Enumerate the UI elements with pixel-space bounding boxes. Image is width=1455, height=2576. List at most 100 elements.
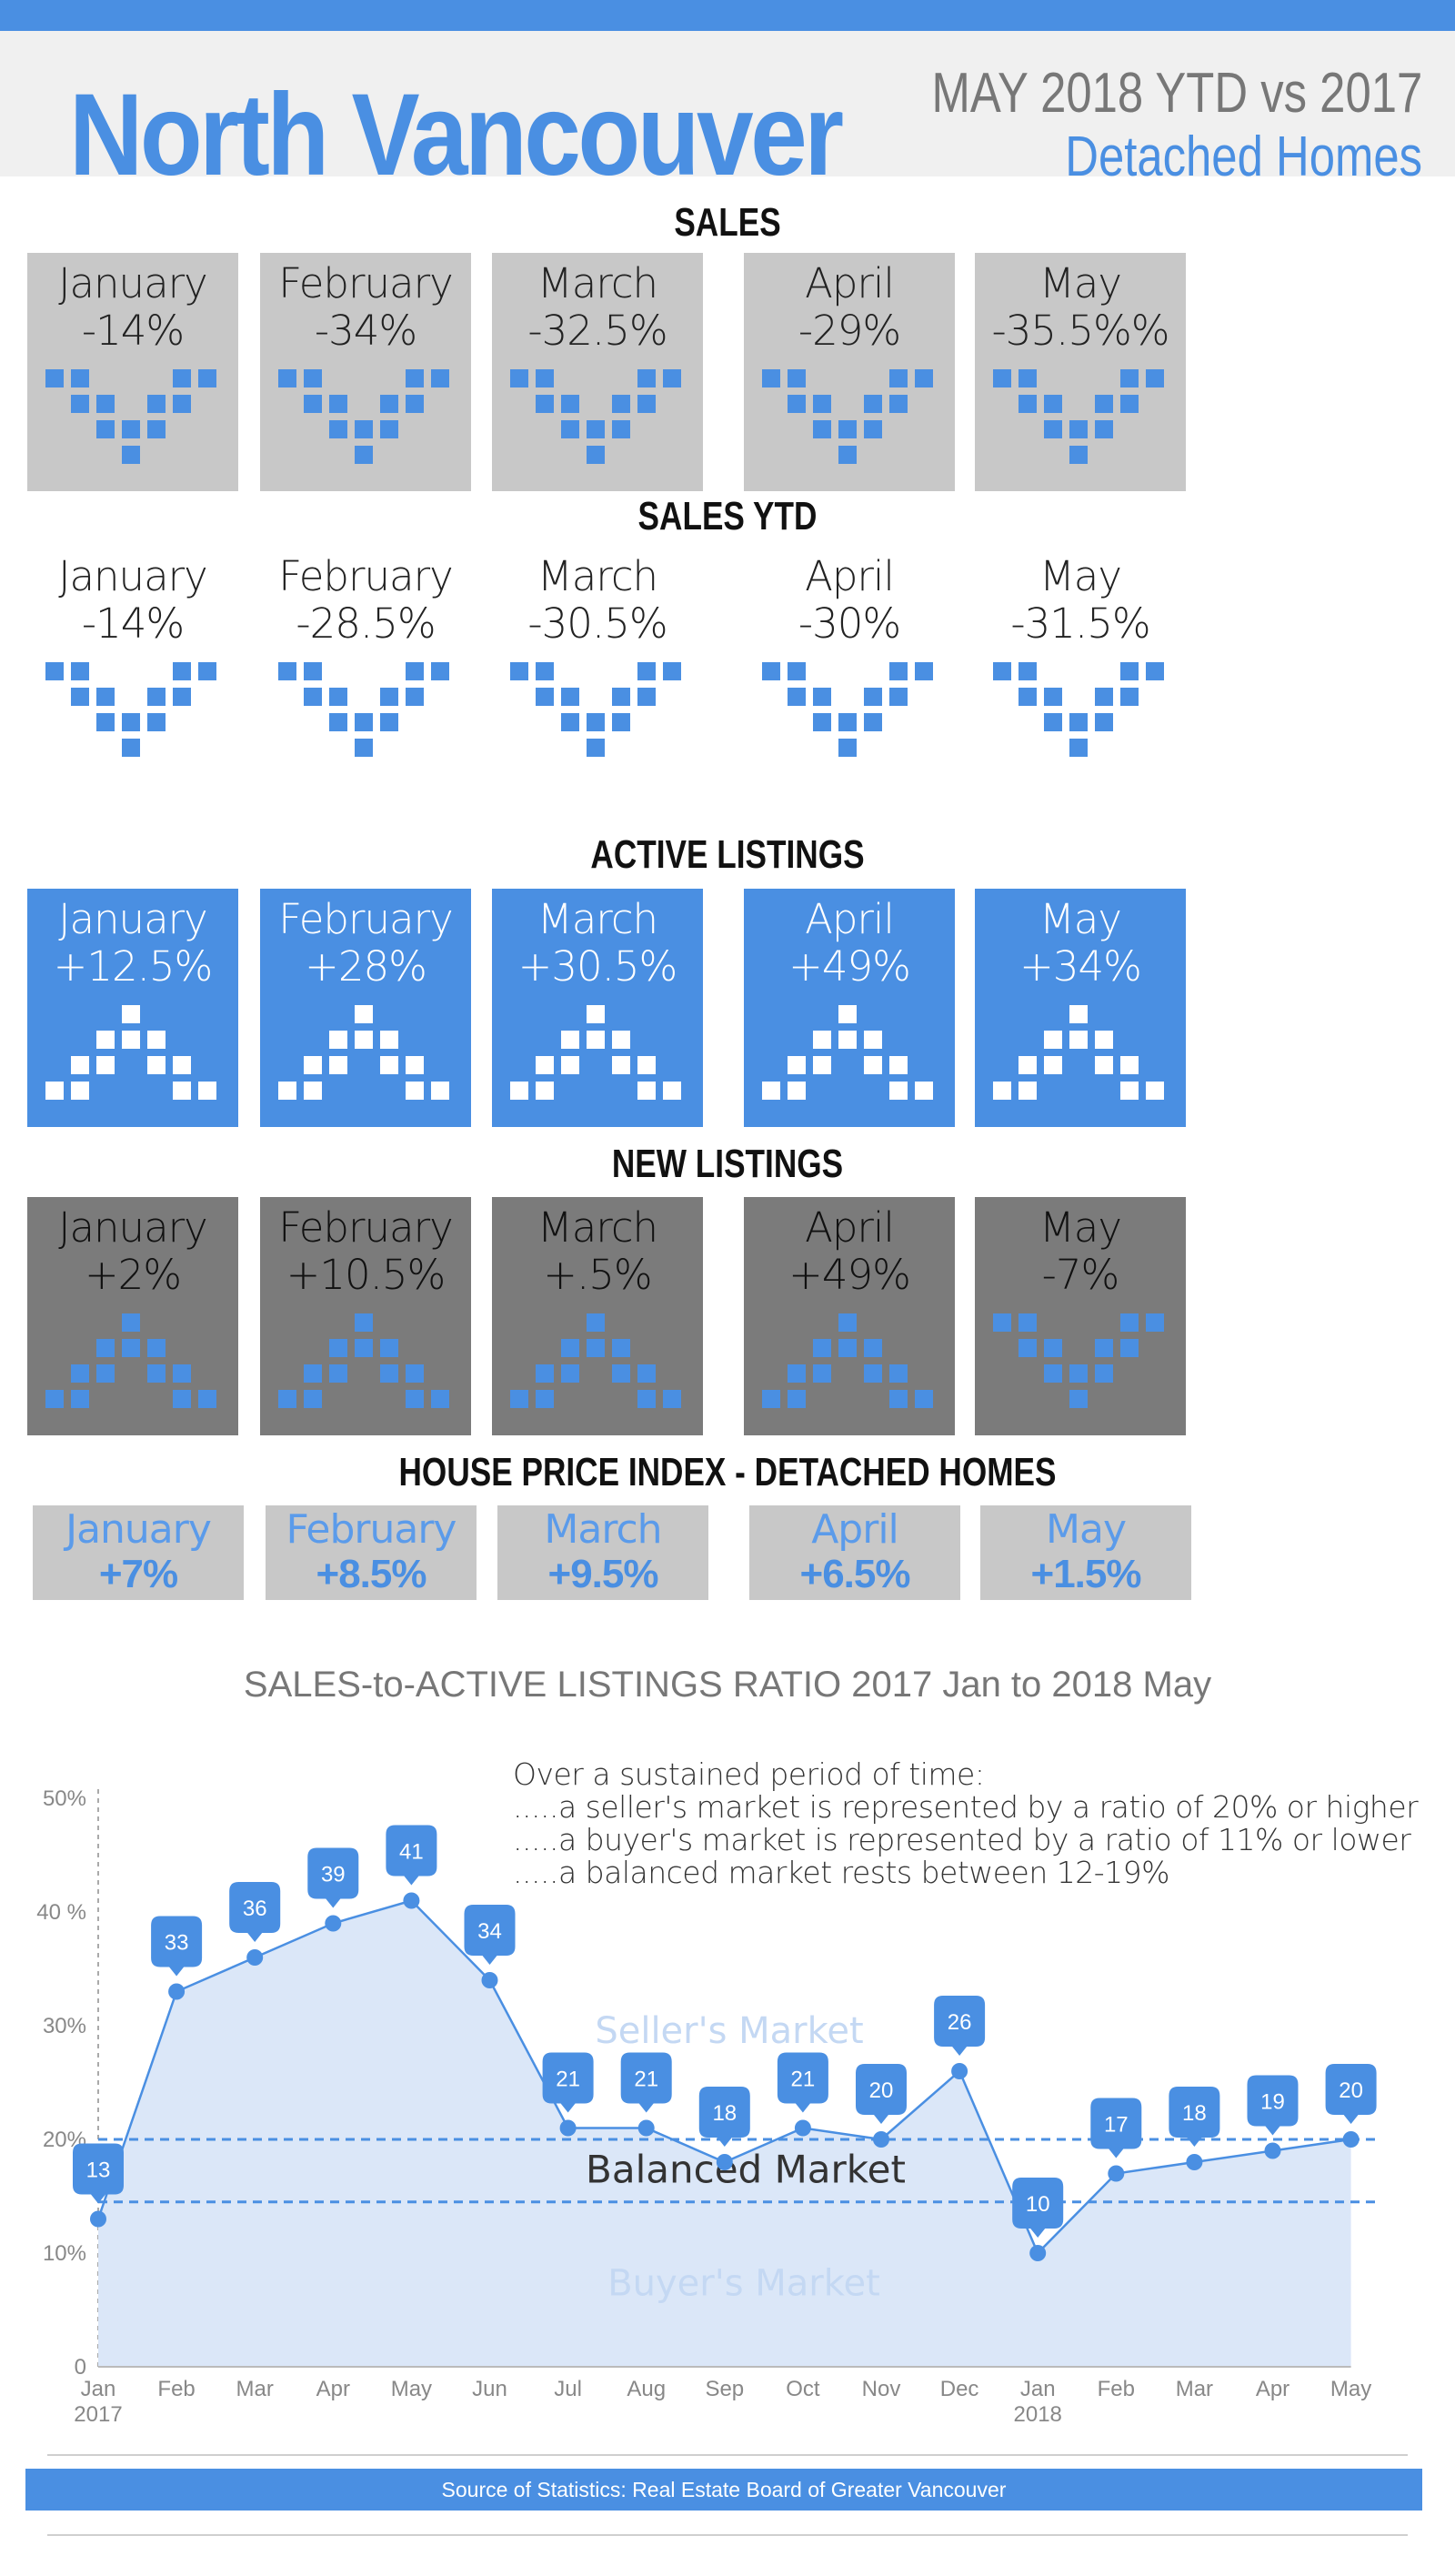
data-label: 18: [712, 2101, 737, 2126]
value-callout: [698, 2087, 750, 2147]
sales-card: April -29%: [744, 253, 955, 491]
value-callout: [1090, 2098, 1142, 2158]
card-month: March: [537, 1203, 658, 1252]
sales-ytd-card: February -28.5%: [260, 546, 471, 784]
x-tick-label: Dec: [940, 2377, 979, 2401]
x-tick-label: Apr: [1256, 2377, 1289, 2401]
card-month: January: [58, 552, 208, 600]
footer-rule-bottom: [47, 2534, 1408, 2536]
data-label: 19: [1260, 2090, 1285, 2115]
x-tick-label: Feb: [157, 2377, 195, 2401]
note-line-2: .....a seller's market is represented by…: [513, 1789, 1419, 1825]
value-callout: [620, 2052, 672, 2113]
note-line-4: .....a balanced market rests between 12-…: [513, 1855, 1170, 1890]
data-label: 17: [1104, 2113, 1129, 2138]
data-label: 10: [1026, 2192, 1050, 2217]
footer-rule-top: [47, 2454, 1408, 2456]
y-tick-label: 30%: [43, 2014, 86, 2038]
new-listings-card: February +10.5%: [260, 1197, 471, 1435]
data-point: [1264, 2142, 1281, 2159]
card-month: February: [278, 1203, 453, 1252]
card-month: January: [58, 259, 208, 307]
new-listings-card: March +.5%: [492, 1197, 703, 1435]
hpi-change: +1.5%: [1030, 1552, 1142, 1596]
value-callout: [229, 1882, 281, 1942]
data-label: 33: [165, 1931, 189, 1956]
arrow-up-icon: [45, 1005, 216, 1100]
hpi-card: February +8.5%: [266, 1505, 477, 1600]
card-change: +2%: [84, 1251, 182, 1299]
hpi-change: +9.5%: [547, 1552, 659, 1596]
value-callout: [1325, 2064, 1377, 2124]
new-listings-card: January +2%: [27, 1197, 238, 1435]
ratio-area-chart: Seller's Market Balanced Market Buyer's Ma…: [36, 1786, 1377, 2427]
data-label: 39: [321, 1863, 346, 1887]
card-change: +49%: [788, 942, 911, 991]
hpi-month: January: [65, 1506, 212, 1553]
chart-title: SALES-to-ACTIVE LISTINGS RATIO 2017 Jan …: [243, 1665, 1212, 1705]
arrow-down-icon: [762, 662, 933, 757]
card-month: February: [278, 552, 453, 600]
card-change: -35.5%%: [991, 307, 1170, 355]
data-label: 13: [86, 2158, 111, 2183]
x-tick-label: Apr: [316, 2377, 350, 2401]
data-point: [873, 2131, 889, 2148]
arrow-down-icon: [993, 1313, 1164, 1408]
note-line-3: .....a buyer's market is represented by …: [513, 1822, 1411, 1857]
card-change: +30.5%: [517, 942, 678, 991]
new-listings-card: May -7%: [975, 1197, 1186, 1435]
active-listings-heading: ACTIVE LISTINGS: [590, 832, 865, 877]
card-month: February: [278, 259, 453, 307]
data-point: [559, 2119, 577, 2137]
data-point: [168, 1983, 186, 2000]
sales-ytd-card: January -14%: [27, 546, 238, 784]
arrow-up-icon: [762, 1005, 933, 1100]
data-point: [403, 1892, 420, 1909]
sales-card: March -32.5%: [492, 253, 703, 491]
hpi-month: March: [544, 1506, 662, 1553]
arrow-down-icon: [762, 369, 933, 464]
data-point: [90, 2210, 106, 2228]
hpi-month: May: [1046, 1506, 1127, 1553]
hpi-heading: HOUSE PRICE INDEX - DETACHED HOMES: [398, 1450, 1057, 1494]
card-month: March: [537, 552, 658, 600]
value-callout: [464, 1905, 516, 1965]
arrow-up-icon: [278, 1005, 449, 1100]
x-tick-label: Nov: [862, 2377, 901, 2401]
x-tick-label: Oct: [786, 2377, 820, 2401]
data-label: 41: [399, 1840, 424, 1865]
new-listings-card: April +49%: [744, 1197, 955, 1435]
card-change: -30%: [798, 599, 901, 648]
data-label: 21: [556, 2068, 580, 2092]
buyers-market-label: Buyer's Market: [607, 2262, 880, 2304]
arrow-up-icon: [510, 1005, 681, 1100]
card-change: -28.5%: [296, 599, 436, 648]
card-change: -29%: [798, 307, 901, 355]
value-callout: [856, 2064, 907, 2124]
x-tick-label: Jul: [554, 2377, 582, 2401]
data-point: [481, 1972, 498, 1988]
hpi-change: +6.5%: [799, 1552, 911, 1596]
card-month: April: [805, 259, 895, 307]
y-tick-label: 40 %: [36, 1900, 86, 1925]
value-callout: [386, 1825, 437, 1886]
x-tick-label: Jan: [1020, 2377, 1056, 2401]
data-point: [1342, 2131, 1360, 2148]
arrow-down-icon: [278, 369, 449, 464]
card-change: -32.5%: [527, 307, 667, 355]
sales-card: May -35.5%%: [975, 253, 1186, 491]
data-point: [716, 2154, 733, 2170]
x-tick-label: Mar: [1176, 2377, 1213, 2401]
data-point: [794, 2119, 811, 2137]
hpi-card: April +6.5%: [749, 1505, 960, 1600]
card-month: February: [278, 895, 453, 943]
active-card: March +30.5%: [492, 889, 703, 1127]
y-tick-label: 50%: [43, 1786, 86, 1811]
x-tick-label: Mar: [236, 2377, 274, 2401]
sales-card: January -14%: [27, 253, 238, 491]
arrow-down-icon: [45, 662, 216, 757]
hpi-change: +7%: [98, 1552, 178, 1596]
arrow-up-icon: [993, 1005, 1164, 1100]
card-change: +34%: [1019, 942, 1142, 991]
x-tick-label: Jun: [472, 2377, 507, 2401]
